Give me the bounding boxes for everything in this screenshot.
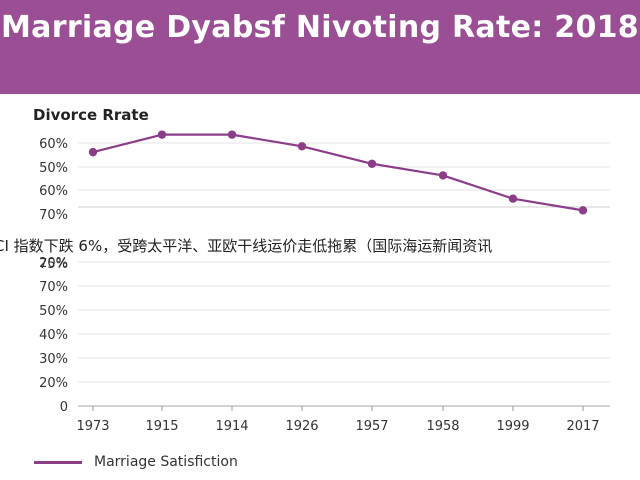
y-tick-label: 30% <box>39 352 68 367</box>
upper-y-tick-label: 60% <box>39 184 68 199</box>
legend-label: Marriage Satisfiction <box>94 454 238 470</box>
y-tick-label: 20% <box>39 376 68 391</box>
data-point <box>297 142 307 151</box>
data-point <box>367 159 377 168</box>
news-ticker-text: CI 指数下跌 6%，受跨太平洋、亚欧干线运价走低拖累（国际海运新闻资讯 <box>0 237 493 255</box>
data-point <box>227 130 237 139</box>
chart-title: Marriage Dyabsf Nivoting Rate: 2018 <box>1 10 639 45</box>
x-tick-label: 1926 <box>285 419 318 434</box>
x-tick-label: 2017 <box>566 419 599 434</box>
x-tick-label: 1999 <box>496 419 529 434</box>
x-tick-label: 1973 <box>76 419 109 434</box>
y-tick-label: 0 <box>60 400 68 415</box>
title-banner: Marriage Dyabsf Nivoting Rate: 2018 <box>0 0 640 94</box>
data-point <box>438 171 448 180</box>
y-tick-label: 40% <box>39 328 68 343</box>
upper-chart-label: Divorce Rrate <box>33 106 149 124</box>
data-point <box>88 147 98 157</box>
y-tick-label: 50% <box>39 304 68 319</box>
legend-swatch <box>34 461 82 464</box>
x-tick-label: 1958 <box>426 419 459 434</box>
series-line <box>92 133 584 212</box>
y-tick-label: 20% <box>39 256 68 271</box>
upper-y-tick-label: 60% <box>39 137 68 152</box>
y-tick-label: 70% <box>39 280 68 295</box>
upper-y-tick-label: 50% <box>39 161 68 176</box>
data-point <box>157 130 167 139</box>
data-point <box>578 206 588 215</box>
x-tick-label: 1914 <box>215 419 248 434</box>
upper-y-tick-label: 70% <box>39 208 68 223</box>
data-point <box>508 194 518 203</box>
x-tick-label: 1957 <box>355 419 388 434</box>
x-tick-label: 1915 <box>145 419 178 434</box>
y-tick-label: 75% <box>39 257 68 272</box>
news-ticker: CI 指数下跌 6%，受跨太平洋、亚欧干线运价走低拖累（国际海运新闻资讯 <box>0 236 640 256</box>
